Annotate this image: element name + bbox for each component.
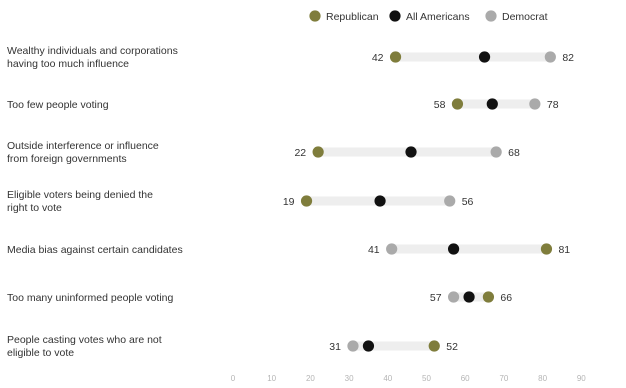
democrat-dot xyxy=(447,291,460,303)
category-label-line: Too many uninformed people voting xyxy=(7,292,174,304)
republican-dot xyxy=(312,146,324,158)
x-tick-label: 60 xyxy=(461,374,470,383)
x-tick-label: 50 xyxy=(422,374,431,383)
democrat-dot xyxy=(386,243,398,255)
category-label: Media bias against certain candidates xyxy=(7,244,183,256)
democrat-dot xyxy=(490,146,502,158)
row: Media bias against certain candidates 41 8… xyxy=(7,243,570,256)
value-label-high: 68 xyxy=(508,147,520,159)
republican-dot xyxy=(540,243,553,255)
value-label-low: 41 xyxy=(368,244,380,256)
x-tick-label: 70 xyxy=(499,374,508,383)
democrat-dot xyxy=(529,98,541,110)
x-tick-label: 40 xyxy=(383,374,392,383)
category-label-line: right to vote xyxy=(7,202,62,214)
value-label-high: 56 xyxy=(462,196,474,208)
legend: Republican All Americans Democrat xyxy=(309,10,548,23)
republican-dot xyxy=(389,51,402,63)
legend-label-democrat: Democrat xyxy=(502,11,548,23)
row: Outside interference or influence from fo… xyxy=(7,140,520,165)
value-label-high: 78 xyxy=(547,99,559,111)
row: Too few people voting 58 78 xyxy=(7,98,559,111)
legend-marker-republican xyxy=(309,10,321,22)
x-tick-label: 30 xyxy=(345,374,354,383)
x-tick-label: 80 xyxy=(538,374,547,383)
category-label-line: Wealthy individuals and corporations xyxy=(7,45,178,57)
value-label-high: 52 xyxy=(446,341,458,353)
category-label: People casting votes who are not eligible… xyxy=(7,334,162,359)
row: People casting votes who are not eligible… xyxy=(7,334,458,359)
range-bar xyxy=(395,52,551,62)
republican-dot xyxy=(451,98,464,110)
value-label-low: 42 xyxy=(372,52,384,64)
all-americans-dot xyxy=(362,340,375,352)
x-tick-label: 90 xyxy=(577,374,586,383)
value-label-low: 19 xyxy=(283,196,295,208)
democrat-dot xyxy=(444,195,456,207)
category-label: Too many uninformed people voting xyxy=(7,292,174,304)
row: Wealthy individuals and corporations havi… xyxy=(7,45,574,70)
value-label-high: 66 xyxy=(500,292,512,304)
category-label: Outside interference or influence from fo… xyxy=(7,140,159,165)
value-label-low: 22 xyxy=(294,147,306,159)
all-americans-dot xyxy=(405,146,417,158)
all-americans-dot xyxy=(463,291,475,303)
democrat-dot xyxy=(347,340,359,352)
category-label: Wealthy individuals and corporations havi… xyxy=(7,45,178,70)
value-label-high: 81 xyxy=(558,244,570,256)
republican-dot xyxy=(482,291,495,303)
republican-dot xyxy=(300,195,313,207)
x-axis: 0 10 20 30 40 50 60 70 80 90 xyxy=(231,374,587,383)
category-label-line: Outside interference or influence xyxy=(7,140,159,152)
x-tick-label: 10 xyxy=(267,374,276,383)
democrat-dot xyxy=(544,51,556,63)
category-label-line: eligible to vote xyxy=(7,347,74,359)
value-label-low: 57 xyxy=(430,292,442,304)
all-americans-dot xyxy=(374,195,386,207)
category-label-line: from foreign governments xyxy=(7,153,127,165)
category-label-line: People casting votes who are not xyxy=(7,334,162,346)
category-label-line: Too few people voting xyxy=(7,99,109,111)
category-label-line: having too much influence xyxy=(7,58,129,70)
legend-marker-all-americans xyxy=(389,10,401,22)
legend-marker-democrat xyxy=(485,10,497,22)
row: Eligible voters being denied the right to… xyxy=(7,189,474,214)
republican-dot xyxy=(428,340,440,352)
all-americans-dot xyxy=(486,98,498,110)
row: Too many uninformed people voting 57 66 xyxy=(7,291,512,304)
chart-rows: Wealthy individuals and corporations havi… xyxy=(7,45,574,359)
legend-label-republican: Republican xyxy=(326,11,379,23)
value-label-high: 82 xyxy=(562,52,574,64)
category-label-line: Media bias against certain candidates xyxy=(7,244,183,256)
x-tick-label: 20 xyxy=(306,374,315,383)
legend-label-all-americans: All Americans xyxy=(406,11,470,23)
category-label-line: Eligible voters being denied the xyxy=(7,189,153,201)
all-americans-dot xyxy=(478,51,491,63)
category-label: Eligible voters being denied the right to… xyxy=(7,189,153,214)
category-label: Too few people voting xyxy=(7,99,109,111)
range-bar xyxy=(352,341,435,351)
all-americans-dot xyxy=(447,243,460,255)
range-bar xyxy=(391,244,547,254)
value-label-low: 58 xyxy=(434,99,446,111)
x-tick-label: 0 xyxy=(231,374,236,383)
value-label-low: 31 xyxy=(329,341,341,353)
